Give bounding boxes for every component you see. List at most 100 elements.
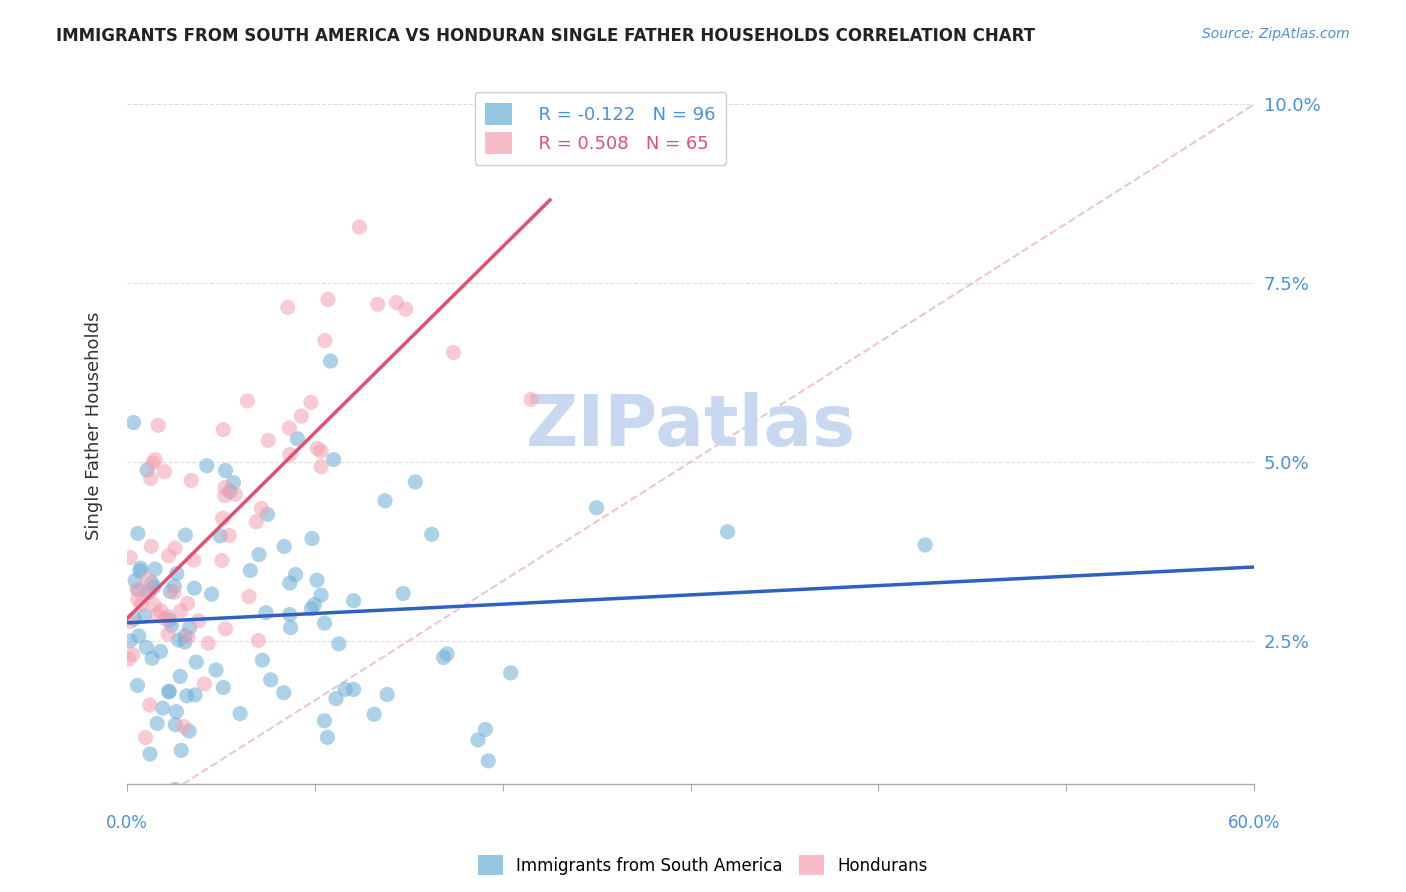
Point: [363, 707, 385, 722]
Point: [319, 354, 342, 368]
Point: [118, 652, 141, 666]
Point: [299, 395, 322, 409]
Point: [325, 691, 347, 706]
Point: [159, 584, 181, 599]
Point: [128, 582, 150, 597]
Point: [127, 678, 149, 692]
Point: [284, 567, 307, 582]
Point: [477, 754, 499, 768]
Point: [176, 689, 198, 703]
Point: [153, 465, 176, 479]
Y-axis label: Single Father Households: Single Father Households: [86, 312, 103, 541]
Point: [122, 416, 145, 430]
Point: [222, 475, 245, 490]
Point: [219, 484, 242, 499]
Point: [174, 528, 197, 542]
Point: [278, 448, 301, 462]
Point: [146, 716, 169, 731]
Point: [247, 548, 270, 562]
Point: [314, 334, 336, 348]
Point: [139, 472, 162, 486]
Point: [136, 573, 159, 587]
Point: [183, 581, 205, 595]
Point: [349, 219, 371, 234]
Point: [474, 723, 496, 737]
Point: [146, 418, 169, 433]
Point: [121, 648, 143, 662]
Point: [134, 608, 156, 623]
Point: [127, 592, 149, 607]
Point: [128, 629, 150, 643]
Text: 0.0%: 0.0%: [105, 814, 148, 832]
Point: [205, 663, 228, 677]
Point: [273, 540, 295, 554]
Point: [149, 604, 172, 618]
Point: [143, 452, 166, 467]
Point: [224, 487, 246, 501]
Point: [309, 444, 332, 458]
Point: [239, 564, 262, 578]
Point: [169, 669, 191, 683]
Point: [187, 614, 209, 628]
Point: [167, 633, 190, 648]
Text: IMMIGRANTS FROM SOUTH AMERICA VS HONDURAN SINGLE FATHER HOUSEHOLDS CORRELATION C: IMMIGRANTS FROM SOUTH AMERICA VS HONDURA…: [56, 27, 1035, 45]
Point: [143, 598, 166, 612]
Point: [914, 538, 936, 552]
Point: [499, 665, 522, 680]
Point: [420, 527, 443, 541]
Point: [436, 647, 458, 661]
Point: [218, 528, 240, 542]
Point: [177, 630, 200, 644]
Point: [129, 598, 152, 612]
Point: [520, 392, 543, 407]
Point: [179, 620, 201, 634]
Text: ZIPatlas: ZIPatlas: [526, 392, 856, 460]
Point: [141, 651, 163, 665]
Point: [170, 604, 193, 618]
Point: [157, 609, 180, 624]
Point: [174, 635, 197, 649]
Point: [367, 297, 389, 311]
Point: [134, 731, 156, 745]
Point: [212, 423, 235, 437]
Point: [174, 629, 197, 643]
Point: [165, 705, 187, 719]
Point: [170, 743, 193, 757]
Point: [195, 458, 218, 473]
Point: [229, 706, 252, 721]
Point: [163, 579, 186, 593]
Point: [139, 747, 162, 761]
Point: [256, 508, 278, 522]
Point: [280, 621, 302, 635]
Point: [322, 452, 344, 467]
Point: [146, 607, 169, 622]
Point: [149, 644, 172, 658]
Point: [142, 580, 165, 594]
Point: [278, 607, 301, 622]
Point: [159, 613, 181, 627]
Point: [186, 655, 208, 669]
Point: [716, 524, 738, 539]
Point: [143, 562, 166, 576]
Legend: Immigrants from South America, Hondurans: Immigrants from South America, Hondurans: [470, 847, 936, 884]
Point: [139, 698, 162, 712]
Point: [314, 616, 336, 631]
Point: [120, 615, 142, 629]
Point: [342, 593, 364, 607]
Point: [278, 421, 301, 435]
Point: [307, 442, 329, 456]
Point: [375, 688, 398, 702]
Point: [165, 717, 187, 731]
Point: [404, 475, 426, 489]
Point: [443, 345, 465, 359]
Point: [201, 587, 224, 601]
Point: [299, 601, 322, 615]
Point: [211, 511, 233, 525]
Point: [141, 540, 163, 554]
Point: [257, 434, 280, 448]
Text: Source: ZipAtlas.com: Source: ZipAtlas.com: [1202, 27, 1350, 41]
Point: [214, 622, 236, 636]
Point: [247, 633, 270, 648]
Point: [157, 549, 180, 563]
Point: [212, 681, 235, 695]
